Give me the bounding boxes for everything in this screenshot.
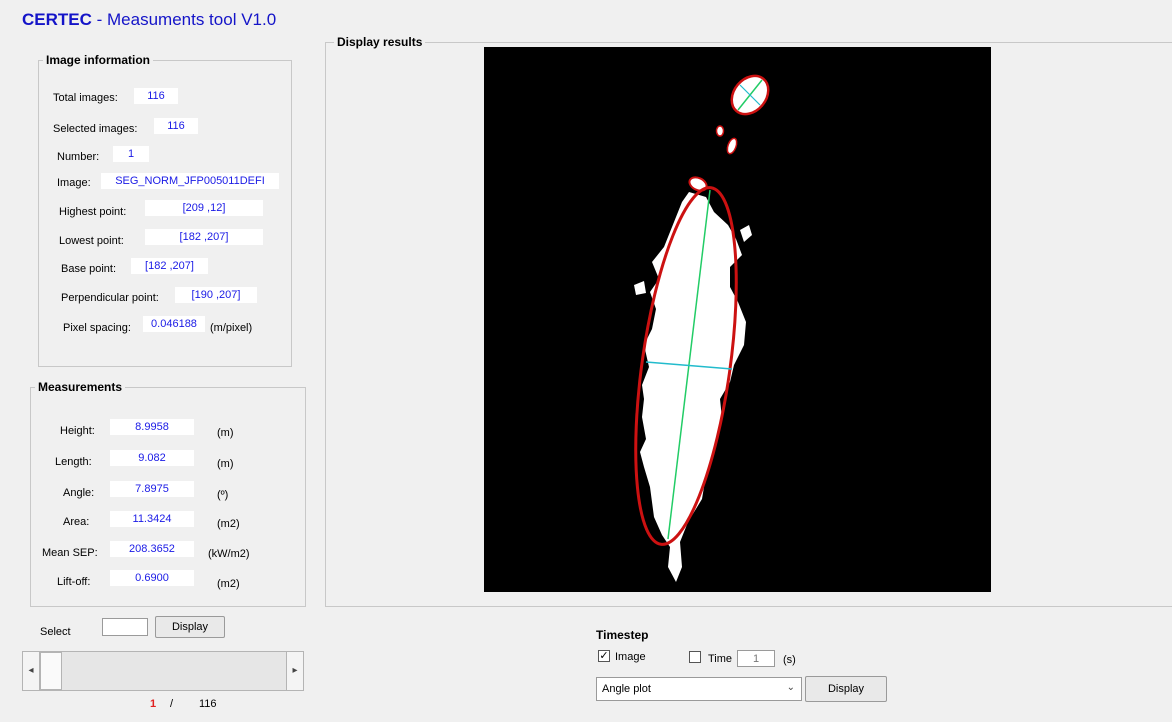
- image-information-group: [38, 60, 292, 367]
- pixel-spacing-unit: (m/pixel): [210, 322, 253, 334]
- display-results-title: Display results: [334, 35, 426, 49]
- perpendicular-point-value: [190 ,207]: [175, 287, 257, 303]
- small-region-top-minor-axis: [739, 84, 761, 106]
- display-results-group: [325, 42, 1172, 607]
- area-value: 11.3424: [110, 511, 194, 527]
- lift-off-label: Lift-off:: [57, 576, 91, 588]
- height-label: Height:: [60, 425, 95, 437]
- perpendicular-point-label: Perpendicular point:: [61, 292, 159, 304]
- side-patch-right: [740, 225, 752, 242]
- base-point-label: Base point:: [61, 263, 117, 275]
- lift-off-value: 0.6900: [110, 570, 194, 586]
- app-brand: CERTEC: [22, 10, 92, 29]
- highest-point-value: [209 ,12]: [145, 200, 263, 216]
- time-checkbox-label: Time: [708, 653, 733, 665]
- pixel-spacing-label: Pixel spacing:: [63, 322, 131, 334]
- slider-left-arrow[interactable]: ◂: [23, 652, 40, 690]
- segmented-fire-region: [640, 192, 746, 582]
- length-value: 9.082: [110, 450, 194, 466]
- time-input[interactable]: [737, 650, 775, 667]
- timestep-title: Timestep: [596, 628, 649, 642]
- pixel-spacing-value: 0.046188: [143, 316, 205, 332]
- small-region-dot-2: [726, 137, 738, 155]
- small-region-dot-1: [715, 125, 725, 137]
- number-value: 1: [113, 146, 149, 162]
- select-label: Select: [40, 626, 71, 638]
- mean-sep-unit: (kW/m2): [208, 548, 250, 560]
- total-images-label: Total images:: [53, 92, 118, 104]
- angle-label: Angle:: [63, 487, 95, 499]
- small-region-cap: [688, 176, 708, 192]
- image-checkbox[interactable]: ✓: [598, 650, 610, 662]
- lowest-point-value: [182 ,207]: [145, 229, 263, 245]
- mean-sep-value: 208.3652: [110, 541, 194, 557]
- length-unit: (m): [217, 458, 234, 470]
- area-unit: (m2): [217, 518, 240, 530]
- page-separator: /: [170, 698, 174, 710]
- segmentation-overlay: [634, 74, 770, 582]
- lowest-point-label: Lowest point:: [59, 235, 124, 247]
- minor-axis-line: [645, 361, 733, 370]
- chevron-down-icon[interactable]: ⌄: [786, 682, 795, 693]
- height-unit: (m): [217, 427, 234, 439]
- area-label: Area:: [63, 516, 90, 528]
- image-slider[interactable]: ◂ ▸: [22, 651, 304, 691]
- image-checkbox-label: Image: [615, 651, 646, 663]
- time-checkbox[interactable]: [689, 651, 701, 663]
- time-unit: (s): [783, 654, 796, 666]
- angle-value: 7.8975: [110, 481, 194, 497]
- mean-sep-label: Mean SEP:: [42, 547, 98, 559]
- length-label: Length:: [55, 456, 92, 468]
- plot-type-select[interactable]: Angle plot ⌄: [596, 677, 802, 701]
- select-input[interactable]: [102, 618, 148, 636]
- lift-off-unit: (m2): [217, 578, 240, 590]
- height-value: 8.9958: [110, 419, 194, 435]
- total-image-count: 116: [199, 698, 217, 710]
- total-images-value: 116: [134, 88, 178, 104]
- base-point-value: [182 ,207]: [131, 258, 208, 274]
- slider-right-arrow[interactable]: ▸: [286, 652, 303, 690]
- select-display-button[interactable]: Display: [155, 616, 225, 638]
- app-title: CERTEC - Measuments tool V1.0: [22, 10, 276, 30]
- slider-thumb[interactable]: [40, 652, 62, 690]
- highest-point-label: Highest point:: [59, 206, 127, 218]
- side-patch-left: [634, 281, 646, 295]
- image-value: SEG_NORM_JFP005011DEFI: [101, 173, 279, 189]
- app-title-rest: - Measuments tool V1.0: [91, 10, 277, 29]
- current-image-number: 1: [150, 698, 157, 710]
- selected-images-value: 116: [154, 118, 198, 134]
- measurements-group: [30, 387, 306, 607]
- major-axis-line: [667, 189, 711, 540]
- number-label: Number:: [57, 151, 100, 163]
- result-image-panel: [484, 47, 991, 592]
- image-label: Image:: [57, 177, 91, 189]
- measurements-title: Measurements: [35, 380, 126, 394]
- timestep-display-button[interactable]: Display: [805, 676, 887, 702]
- fitted-ellipse: [634, 186, 738, 546]
- plot-type-value: Angle plot: [602, 683, 651, 695]
- image-information-title: Image information: [43, 53, 154, 67]
- selected-images-label: Selected images:: [53, 123, 138, 135]
- angle-unit: (º): [217, 489, 229, 501]
